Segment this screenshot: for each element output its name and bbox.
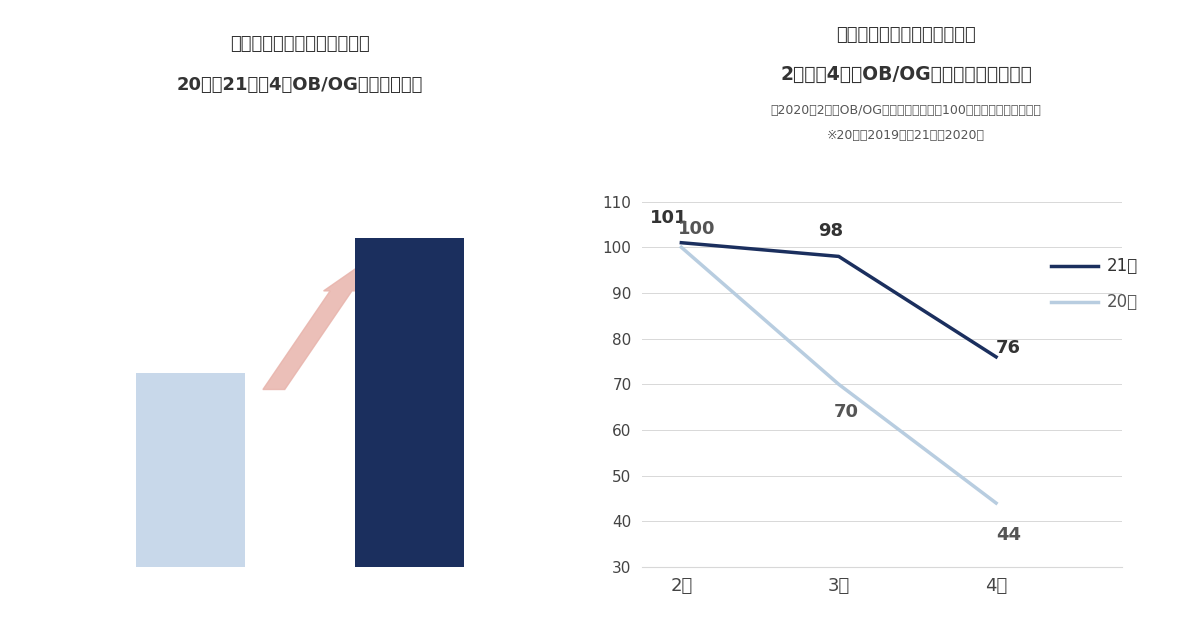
Text: 70: 70 bbox=[834, 403, 859, 421]
Text: 20卒・21卒の4月OB/OG訪問承諾件数: 20卒・21卒の4月OB/OG訪問承諾件数 bbox=[176, 76, 424, 94]
Text: 76: 76 bbox=[996, 339, 1021, 357]
Text: （2020年2月のOB/OG訪問承諾件数を「100」としたときの比較）: （2020年2月のOB/OG訪問承諾件数を「100」としたときの比較） bbox=[770, 104, 1042, 117]
FancyArrow shape bbox=[263, 268, 359, 389]
Text: 21卒: 21卒 bbox=[1106, 256, 1138, 275]
Bar bbox=[354, 238, 463, 567]
Text: 2月から4月のOB/OG訪問承諾件数の推移: 2月から4月のOB/OG訪問承諾件数の推移 bbox=[780, 65, 1032, 84]
Text: 101: 101 bbox=[650, 209, 688, 227]
Text: 100: 100 bbox=[678, 220, 716, 238]
Text: 「ビズリーチ・キャンパス」: 「ビズリーチ・キャンパス」 bbox=[836, 26, 976, 43]
Text: 20卒: 20卒 bbox=[1106, 293, 1138, 311]
Bar bbox=[137, 373, 246, 567]
Text: ※20卒は2019年、21卒は2020年: ※20卒は2019年、21卒は2020年 bbox=[827, 129, 985, 142]
Text: 「ビズリーチ・キャンパス」: 「ビズリーチ・キャンパス」 bbox=[230, 35, 370, 53]
Text: 98: 98 bbox=[818, 222, 844, 241]
Text: 44: 44 bbox=[996, 526, 1021, 544]
